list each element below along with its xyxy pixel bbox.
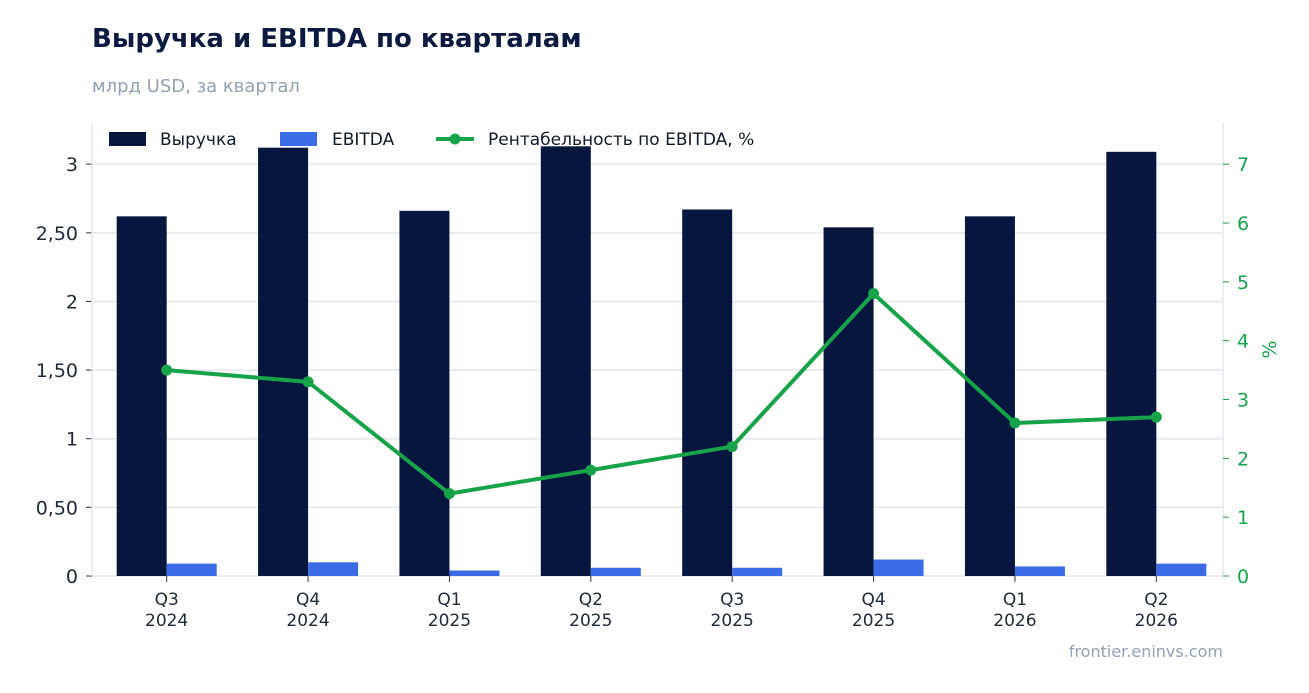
ebitda-bar (732, 567, 783, 576)
left-tick-label: 1,50 (36, 360, 78, 382)
right-tick-label: 0 (1237, 566, 1249, 588)
revenue-bar (1106, 151, 1157, 576)
left-tick-label: 3 (66, 154, 78, 176)
x-tick-label-year: 2026 (993, 611, 1036, 631)
ebitda-bar (1014, 566, 1065, 576)
right-tick-label: 1 (1237, 507, 1249, 529)
revenue-bar (823, 227, 874, 576)
left-tick-label: 2 (66, 291, 78, 313)
right-axis-label: % (1259, 340, 1281, 358)
legend-margin-label: Рентабельность по EBITDA, % (488, 130, 754, 150)
x-tick-label-year: 2025 (569, 611, 612, 631)
margin-point (161, 364, 173, 376)
margin-point (726, 441, 738, 453)
margin-point (868, 288, 880, 300)
ebitda-bar (166, 563, 217, 576)
right-tick-label: 7 (1237, 154, 1249, 176)
right-tick-label: 2 (1237, 448, 1249, 470)
source-credit: frontier.eninvs.com (1068, 642, 1223, 661)
x-tick-label-quarter: Q4 (296, 590, 320, 610)
left-tick-label: 0 (66, 566, 78, 588)
x-tick-label-quarter: Q2 (1144, 590, 1168, 610)
legend-revenue-swatch (109, 132, 146, 146)
right-tick-label: 5 (1237, 272, 1249, 294)
left-tick-label: 1 (66, 429, 78, 451)
x-tick-label-quarter: Q3 (720, 590, 744, 610)
revenue-bar (258, 147, 309, 576)
left-tick-label: 0,50 (36, 497, 78, 519)
revenue-bar (682, 209, 733, 576)
legend-ebitda-label: EBITDA (332, 130, 395, 150)
revenue-bar (116, 216, 167, 576)
margin-point (585, 464, 597, 476)
right-tick-label: 4 (1237, 331, 1249, 353)
ebitda-bar (449, 570, 500, 576)
x-tick-label-year: 2024 (286, 611, 329, 631)
legend-revenue-label: Выручка (160, 130, 237, 150)
x-tick-label-year: 2025 (711, 611, 754, 631)
x-tick-label-year: 2025 (852, 611, 895, 631)
chart-title: Выручка и EBITDA по кварталам (92, 24, 582, 54)
margin-point (1150, 411, 1162, 423)
chart-subtitle: млрд USD, за квартал (92, 76, 300, 97)
left-tick-label: 2,50 (36, 223, 78, 245)
revenue-bar (540, 146, 591, 576)
legend-ebitda-swatch (280, 132, 317, 146)
revenue-bar (399, 210, 450, 576)
ebitda-bar (590, 567, 641, 576)
x-tick-label-year: 2024 (145, 611, 188, 631)
x-tick-label-year: 2025 (428, 611, 471, 631)
x-tick-label-quarter: Q1 (1003, 590, 1027, 610)
x-tick-label-quarter: Q3 (155, 590, 179, 610)
ebitda-bar (308, 562, 359, 576)
margin-point (302, 376, 314, 388)
right-tick-label: 3 (1237, 390, 1249, 412)
x-tick-label-quarter: Q2 (579, 590, 603, 610)
x-tick-label-quarter: Q4 (861, 590, 885, 610)
right-tick-label: 6 (1237, 213, 1249, 235)
x-tick-label-quarter: Q1 (437, 590, 461, 610)
revenue-bar (964, 216, 1015, 576)
margin-point (443, 488, 455, 500)
margin-point (1009, 417, 1021, 429)
ebitda-bar (1156, 563, 1207, 576)
legend-margin-marker (449, 133, 461, 145)
margin-line (166, 291, 1157, 496)
ebitda-bar (873, 559, 924, 576)
x-tick-label-year: 2026 (1135, 611, 1178, 631)
